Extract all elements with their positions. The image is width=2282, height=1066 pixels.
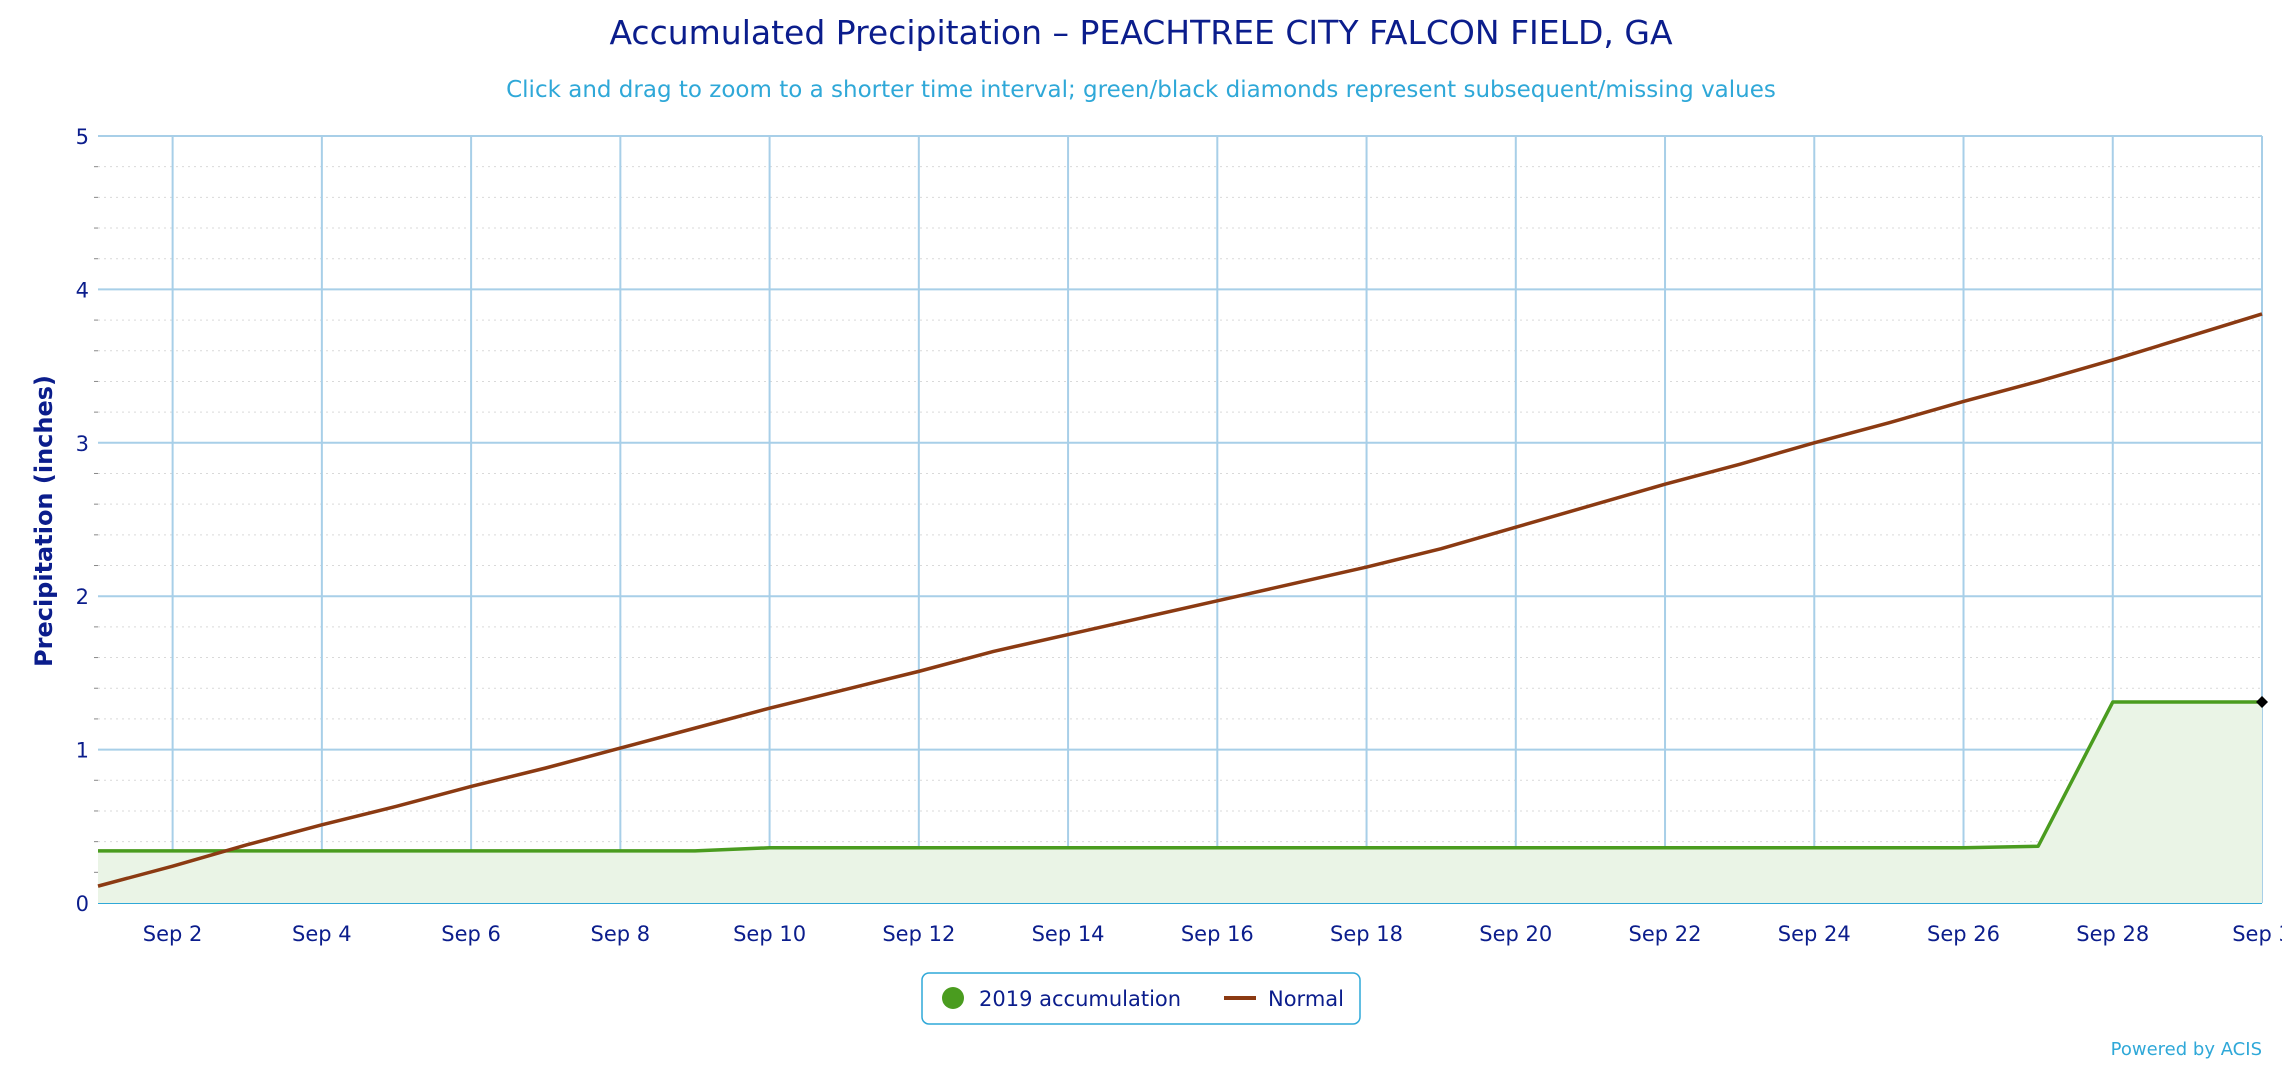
- x-tick-label: Sep 3: [2232, 922, 2282, 946]
- powered-by-credit[interactable]: Powered by ACIS: [2111, 1039, 2262, 1060]
- x-tick-label: Sep 22: [1629, 922, 1702, 946]
- y-tick-label: 4: [76, 278, 89, 302]
- x-tick-label: Sep 24: [1778, 922, 1851, 946]
- series-area-2019-accumulation: [98, 702, 2262, 903]
- x-tick-label: Sep 14: [1032, 922, 1105, 946]
- legend[interactable]: 2019 accumulation Normal: [921, 972, 1361, 1025]
- y-axis-label: Precipitation (inches): [30, 375, 58, 667]
- x-tick-label: Sep 6: [441, 922, 501, 946]
- legend-2019-accumulation-marker: [942, 987, 964, 1009]
- y-tick-label: 1: [76, 739, 89, 763]
- x-tick-label: Sep 16: [1181, 922, 1254, 946]
- chart-title: Accumulated Precipitation – PEACHTREE CI…: [609, 13, 1673, 52]
- series-line-2019-accumulation[interactable]: [98, 700, 2262, 853]
- x-tick-label: Sep 4: [292, 922, 352, 946]
- legend-item-2019-accumulation[interactable]: 2019 accumulation: [942, 987, 1181, 1011]
- x-tick-label: Sep 26: [1927, 922, 2000, 946]
- x-tick-label: Sep 10: [733, 922, 806, 946]
- grid: [94, 135, 2263, 904]
- legend-item-normal[interactable]: Normal: [1224, 987, 1344, 1011]
- y-tick-label: 3: [76, 432, 89, 456]
- chart-subtitle: Click and drag to zoom to a shorter time…: [506, 77, 1776, 103]
- legend-label-2019-accumulation: 2019 accumulation: [979, 987, 1181, 1011]
- x-tick-label: Sep 28: [2076, 922, 2149, 946]
- legend-label-normal: Normal: [1268, 987, 1344, 1011]
- y-tick-label: 5: [76, 125, 89, 149]
- x-tick-label: Sep 8: [591, 922, 651, 946]
- x-tick-label: Sep 2: [143, 922, 203, 946]
- missing-value-diamond[interactable]: [2256, 696, 2268, 709]
- x-tick-label: Sep 18: [1330, 922, 1403, 946]
- x-tick-label: Sep 12: [882, 922, 955, 946]
- y-tick-label: 2: [76, 585, 89, 609]
- plot-area[interactable]: [97, 312, 2268, 903]
- legend-box: [921, 972, 1361, 1025]
- axes: 0 1 2 3 4 5 Sep 2 Sep 4 Sep 6 Sep 8 Sep 10 Sep 12 Se…: [76, 125, 2282, 946]
- y-tick-label: 0: [76, 892, 89, 916]
- x-tick-label: Sep 20: [1479, 922, 1552, 946]
- series-line-normal[interactable]: [97, 312, 2263, 888]
